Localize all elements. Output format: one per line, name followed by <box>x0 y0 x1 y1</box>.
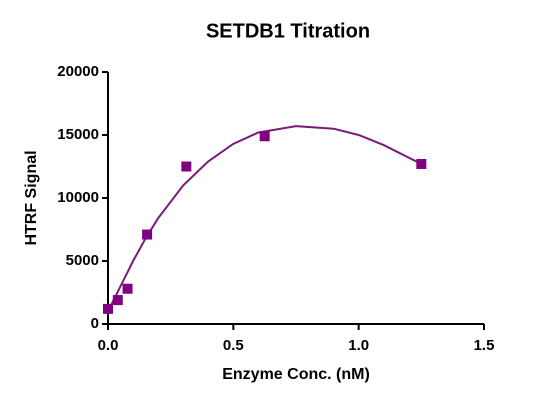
x-tick-label: 1.0 <box>348 337 369 354</box>
data-point <box>103 303 113 314</box>
fit-curve <box>107 125 422 312</box>
data-point <box>416 158 427 169</box>
y-tick-label: 20000 <box>57 63 99 80</box>
x-tick-label: 0.5 <box>223 337 244 354</box>
x-tick-label: 1.5 <box>474 337 495 354</box>
x-axis-title: Enzyme Conc. (nM) <box>222 366 370 383</box>
data-point <box>259 131 270 142</box>
data-point <box>122 283 133 294</box>
x-tick-label: 0.0 <box>98 337 119 354</box>
y-axis-title: HTRF Signal <box>23 150 40 245</box>
chart-title: SETDB1 Titration <box>206 20 370 42</box>
y-tick-label: 0 <box>91 315 99 332</box>
data-point <box>181 161 192 172</box>
y-tick-label: 10000 <box>57 189 99 206</box>
data-point <box>112 295 123 306</box>
y-tick-label: 15000 <box>57 126 99 143</box>
y-tick-label: 5000 <box>66 252 99 269</box>
data-point <box>142 229 153 240</box>
